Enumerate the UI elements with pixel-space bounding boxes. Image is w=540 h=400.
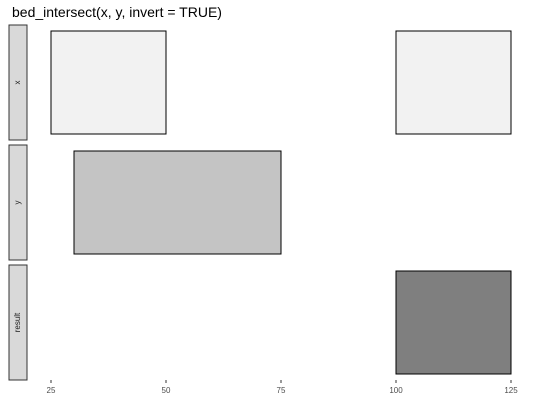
chart-title: bed_intersect(x, y, invert = TRUE) xyxy=(12,4,222,20)
interval-y-0 xyxy=(73,150,282,255)
x-tick-label-50: 50 xyxy=(162,386,171,395)
x-tick-label-25: 25 xyxy=(47,386,56,395)
facet-strips: x y result xyxy=(8,24,28,381)
strip-label-result: result xyxy=(13,312,22,332)
interval-result-0 xyxy=(395,270,512,375)
interval-x-1 xyxy=(395,30,512,135)
x-axis: 25 50 75 100 125 xyxy=(47,380,518,395)
strip-x xyxy=(8,24,28,141)
interval-marks xyxy=(50,30,512,375)
x-tick-label-125: 125 xyxy=(504,386,518,395)
interval-x-0 xyxy=(50,30,167,135)
x-tick-label-100: 100 xyxy=(389,386,403,395)
strip-y xyxy=(8,144,28,261)
x-tick-label-75: 75 xyxy=(277,386,286,395)
strip-label-x: x xyxy=(13,81,22,85)
strip-result xyxy=(8,264,28,381)
strip-label-y: y xyxy=(13,201,22,205)
